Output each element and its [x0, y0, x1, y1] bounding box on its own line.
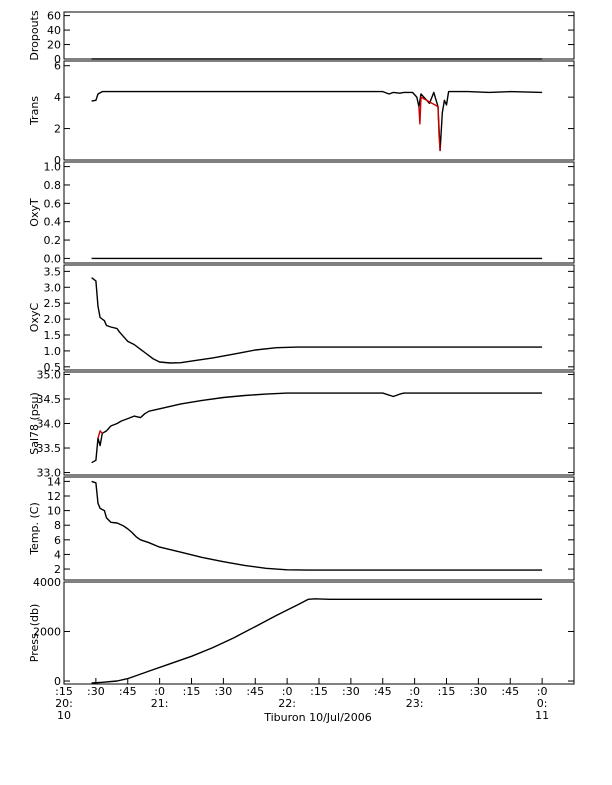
series-line-4-1	[97, 430, 103, 439]
data-series	[91, 58, 543, 684]
y-tick-label-3-0: 0.5	[44, 361, 62, 374]
x-tick-label-11-0: :0	[409, 685, 420, 698]
y-tick-label-5-3: 8	[54, 519, 61, 532]
y-axis-label-2: OxyT	[28, 198, 41, 227]
x-tick-label-8-0: :15	[310, 685, 328, 698]
x-axis-label: Tiburon 10/Jul/2006	[263, 711, 372, 724]
series-line-6-0	[91, 598, 543, 684]
y-axis-label-5: Temp. (C)	[28, 502, 41, 556]
y-tick-label-3-6: 3.5	[44, 265, 62, 278]
panel-frame-6	[63, 581, 575, 685]
x-tick-label-0-1: 20:	[55, 697, 73, 710]
y-tick-label-4-1: 33.5	[37, 442, 62, 455]
y-tick-label-3-2: 1.5	[44, 329, 62, 342]
y-tick-label-1-0: 0	[54, 154, 61, 167]
y-tick-label-3-1: 1.0	[44, 345, 62, 358]
x-tick-label-11-1: 23:	[406, 697, 424, 710]
y-tick-label-5-1: 4	[54, 548, 61, 561]
y-tick-label-2-5: 1.0	[44, 161, 62, 174]
y-axis-label-1: Trans	[28, 96, 41, 126]
x-tick-label-4-0: :15	[183, 685, 201, 698]
x-tick-label-15-2: 11	[535, 709, 549, 722]
y-tick-label-1-1: 2	[54, 123, 61, 136]
y-tick-label-5-0: 2	[54, 563, 61, 576]
x-tick-label-3-1: 21:	[151, 697, 169, 710]
y-axis-label-4: Sal78 (psu)	[28, 392, 41, 455]
x-tick-label-3-0: :0	[154, 685, 165, 698]
panel-frame-5	[63, 476, 575, 581]
y-tick-label-3-4: 2.5	[44, 297, 62, 310]
x-tick-label-13-0: :30	[470, 685, 488, 698]
x-tick-label-10-0: :45	[374, 685, 392, 698]
y-tick-label-1-3: 6	[54, 60, 61, 73]
x-tick-label-15-0: :0	[537, 685, 548, 698]
x-tick-label-0-2: 10	[57, 709, 71, 722]
series-line-1-1	[418, 96, 441, 151]
y-tick-label-1-2: 4	[54, 91, 61, 104]
y-tick-label-2-0: 0.0	[44, 252, 62, 265]
series-line-5-0	[91, 480, 543, 571]
x-tick-label-9-0: :30	[342, 685, 360, 698]
series-line-4-0	[91, 392, 543, 464]
y-axis-label-6: Press. (db)	[28, 604, 41, 663]
y-axis-label-3: OxyC	[28, 303, 41, 333]
y-tick-label-5-6: 14	[47, 475, 61, 488]
x-tick-label-5-0: :30	[215, 685, 233, 698]
panel-frame-0	[63, 11, 575, 60]
y-tick-label-0-1: 20	[47, 39, 61, 52]
y-tick-label-6-0: 0	[54, 675, 61, 688]
x-tick-label-15-1: 0:	[537, 697, 548, 710]
x-tick-label-2-0: :45	[119, 685, 137, 698]
panel-frame-2	[63, 161, 575, 264]
x-tick-label-14-0: :45	[501, 685, 519, 698]
x-tick-label-7-1: 22:	[278, 697, 296, 710]
panel-frame-4	[63, 371, 575, 476]
series-line-3-0	[91, 277, 543, 364]
y-axes: 0204060Dropouts0246Trans0.00.20.40.60.81…	[28, 10, 574, 688]
y-tick-label-4-4: 35.0	[37, 368, 62, 381]
series-line-1-0	[91, 90, 543, 152]
x-tick-label-6-0: :45	[246, 685, 264, 698]
y-tick-label-5-5: 12	[47, 490, 61, 503]
y-tick-label-6-2: 4000	[33, 576, 61, 589]
x-axis: :1520:10:30:45:021::15:30:45:022::15:30:…	[55, 678, 549, 722]
y-tick-label-2-4: 0.8	[44, 179, 62, 192]
y-tick-label-3-5: 3.0	[44, 281, 62, 294]
y-axis-label-0: Dropouts	[28, 10, 41, 60]
y-tick-label-4-2: 34.0	[37, 418, 62, 431]
y-tick-label-4-3: 34.5	[37, 393, 62, 406]
panel-frames	[63, 11, 575, 685]
y-tick-label-6-1: 2000	[33, 626, 61, 639]
y-tick-label-0-0: 0	[54, 53, 61, 66]
y-tick-label-3-3: 2.0	[44, 313, 62, 326]
x-tick-label-12-0: :15	[438, 685, 456, 698]
y-tick-label-2-1: 0.2	[44, 234, 62, 247]
x-tick-label-1-0: :30	[87, 685, 105, 698]
x-tick-label-7-0: :0	[282, 685, 293, 698]
panel-frame-1	[63, 60, 575, 161]
y-tick-label-5-2: 6	[54, 534, 61, 547]
y-tick-label-4-0: 33.0	[37, 467, 62, 480]
y-tick-label-0-2: 40	[47, 24, 61, 37]
panel-frame-3	[63, 264, 575, 371]
y-tick-label-0-3: 60	[47, 10, 61, 23]
y-tick-label-2-2: 0.4	[44, 216, 62, 229]
y-tick-label-5-4: 10	[47, 505, 61, 518]
x-tick-label-0-0: :15	[55, 685, 73, 698]
y-tick-label-2-3: 0.6	[44, 197, 62, 210]
